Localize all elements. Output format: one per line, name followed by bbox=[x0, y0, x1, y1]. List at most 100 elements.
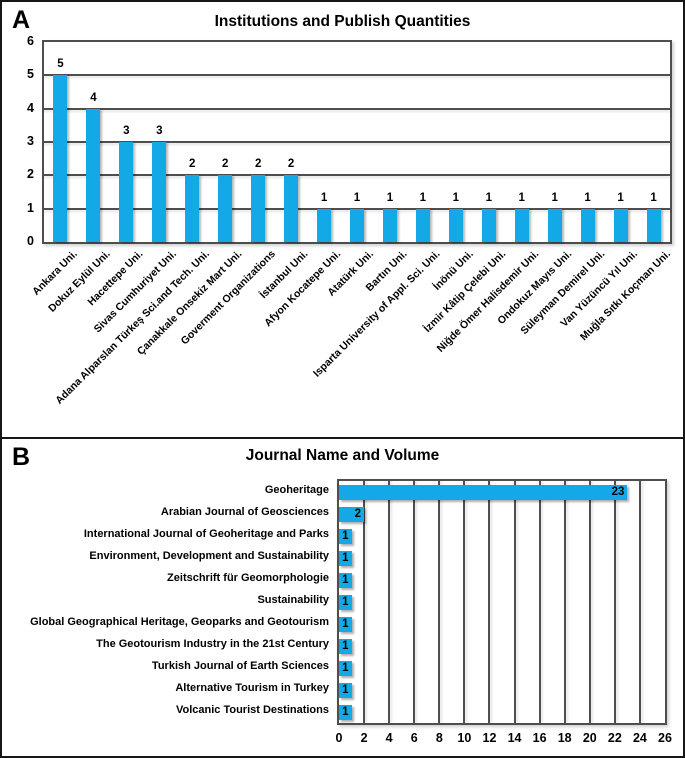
grid-line bbox=[363, 481, 366, 723]
bar-value-label: 1 bbox=[551, 191, 558, 204]
category-label: Zeitschrift für Geomorphologie bbox=[167, 572, 329, 584]
grid-line bbox=[388, 481, 391, 723]
x-tick-label: 26 bbox=[658, 731, 672, 745]
bar bbox=[514, 208, 529, 242]
bar bbox=[218, 175, 233, 242]
bar-value-label: 1 bbox=[452, 191, 460, 204]
grid-line bbox=[488, 481, 491, 723]
category-label: Environment, Development and Sustainabil… bbox=[89, 550, 329, 562]
x-tick-label: 14 bbox=[507, 731, 522, 745]
grid-line bbox=[563, 481, 566, 723]
grid-line bbox=[438, 481, 441, 723]
grid-line bbox=[513, 481, 516, 723]
x-tick-label: 4 bbox=[385, 731, 393, 745]
bar-value-label: 1 bbox=[650, 191, 657, 204]
bar-value-label: 5 bbox=[57, 58, 64, 71]
bar-value-label: 1 bbox=[518, 191, 525, 204]
x-tick-label: 2 bbox=[360, 731, 368, 745]
bar bbox=[580, 208, 595, 242]
bar-value-label: 2 bbox=[222, 158, 229, 171]
bar bbox=[53, 75, 68, 242]
category-label: Turkish Journal of Earth Sciences bbox=[151, 660, 329, 672]
bar: 1 bbox=[339, 528, 352, 544]
x-axis-category-label: Adana Alparslan Türkeş Sci.and Tech. Uni… bbox=[53, 248, 212, 407]
grid-line bbox=[638, 481, 641, 723]
bar bbox=[350, 208, 364, 242]
bar bbox=[646, 208, 661, 242]
bar-value-label: 2 bbox=[254, 158, 262, 171]
panel-b-letter: B bbox=[12, 443, 31, 471]
bar-value-label: 3 bbox=[123, 125, 130, 137]
bar-value-label: 1 bbox=[584, 191, 591, 204]
x-tick-label: 22 bbox=[607, 731, 622, 745]
category-label: Arabian Journal of Geosciences bbox=[160, 506, 329, 518]
category-label: International Journal of Geoheritage and… bbox=[83, 528, 329, 540]
panel-b-title: Journal Name and Volume bbox=[245, 447, 440, 464]
x-tick-label: 12 bbox=[482, 731, 497, 745]
x-tick-label: 0 bbox=[335, 731, 343, 745]
bar bbox=[448, 208, 463, 242]
y-tick-label: 5 bbox=[27, 67, 34, 82]
bar: 2 bbox=[339, 506, 365, 522]
x-tick-label: 10 bbox=[457, 731, 472, 745]
category-label: Global Geographical Heritage, Geoparks a… bbox=[30, 616, 329, 628]
category-label: Alternative Tourism in Turkey bbox=[175, 682, 329, 694]
bar bbox=[317, 208, 332, 242]
bar-value-label: 1 bbox=[617, 191, 624, 204]
grid-line bbox=[44, 174, 670, 177]
grid-line bbox=[44, 141, 670, 143]
bar: 1 bbox=[339, 704, 352, 720]
bar: 1 bbox=[339, 616, 352, 632]
bar bbox=[185, 175, 200, 242]
y-tick-label: 6 bbox=[27, 34, 34, 48]
bar bbox=[251, 175, 266, 242]
bar bbox=[415, 208, 430, 242]
grid-line bbox=[44, 107, 670, 110]
bar bbox=[86, 108, 101, 242]
bar-value-label: 2 bbox=[287, 158, 295, 171]
x-tick-label: 24 bbox=[632, 731, 647, 745]
bar bbox=[481, 208, 496, 242]
panel-a-letter: A bbox=[12, 6, 31, 34]
grid-line bbox=[613, 481, 616, 723]
bar: 1 bbox=[339, 594, 352, 610]
bar bbox=[284, 175, 299, 242]
bar bbox=[119, 142, 134, 242]
bar bbox=[547, 208, 562, 242]
x-tick-label: 6 bbox=[410, 731, 418, 745]
x-tick-label: 16 bbox=[532, 731, 547, 745]
bar: 1 bbox=[339, 550, 352, 566]
bar-value-label: 1 bbox=[485, 191, 492, 204]
grid-line bbox=[44, 207, 670, 210]
category-label: Geoheritage bbox=[264, 484, 329, 496]
x-tick-label: 18 bbox=[557, 731, 572, 745]
y-tick-label: 2 bbox=[27, 167, 34, 182]
bar bbox=[152, 142, 167, 242]
grid-line bbox=[538, 481, 541, 723]
x-tick-label: 20 bbox=[582, 731, 597, 745]
panel-b-plot-area: 23 2 1 1 1 1 1 1 1 1 1 bbox=[337, 479, 667, 725]
grid-line bbox=[588, 481, 591, 723]
bar: 1 bbox=[339, 660, 352, 676]
y-tick-label: 3 bbox=[27, 134, 34, 148]
category-label: The Geotourism Industry in the 21st Cent… bbox=[96, 638, 329, 650]
bar-value-label: 1 bbox=[353, 191, 361, 204]
category-label: Volcanic Tourist Destinations bbox=[175, 704, 329, 716]
bar-value-label: 1 bbox=[386, 191, 394, 204]
bar: 1 bbox=[339, 682, 352, 698]
y-tick-label: 4 bbox=[27, 100, 34, 115]
y-tick-label: 0 bbox=[27, 234, 34, 248]
bar: 1 bbox=[339, 572, 352, 588]
bar-value-label: 4 bbox=[90, 91, 97, 104]
bar-value-label: 3 bbox=[156, 125, 163, 137]
grid-line bbox=[413, 481, 416, 723]
bar-value-label: 1 bbox=[320, 191, 328, 204]
panel-a-title: Institutions and Publish Quantities bbox=[214, 13, 471, 30]
x-tick-label: 8 bbox=[435, 731, 443, 745]
panel-b-journals-chart: B Journal Name and Volume 23 2 1 1 1 1 1 1 1 1 1 G… bbox=[2, 439, 683, 756]
panel-a-plot-area: 5 4 3 3 2 2 2 2 1 1 1 1 1 1 1 1 1 1 1 bbox=[42, 40, 672, 244]
bar bbox=[613, 208, 628, 242]
category-label: Sustainability bbox=[257, 594, 329, 606]
panel-a-institutions-chart: A Institutions and Publish Quantities 5 4… bbox=[2, 2, 683, 439]
